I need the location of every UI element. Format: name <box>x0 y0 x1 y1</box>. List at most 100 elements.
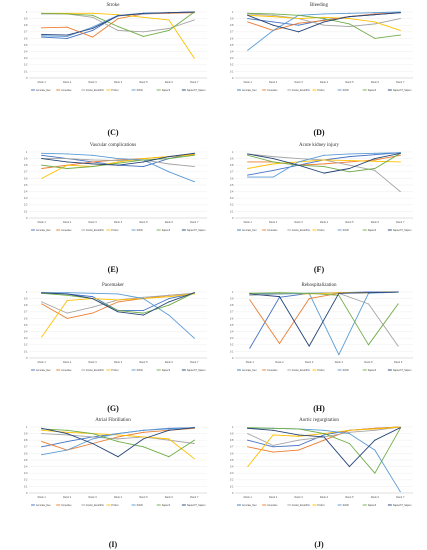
y-tick-label: 0.7 <box>24 30 28 34</box>
data-point <box>374 23 376 25</box>
legend-entry: Accurate_Neo <box>242 369 257 372</box>
data-point <box>168 301 170 303</box>
data-point <box>193 165 195 168</box>
data-point <box>168 163 170 165</box>
y-tick-label: 0.5 <box>230 183 234 187</box>
legend-entry: SapienXT_Sapien <box>393 505 412 507</box>
chart-panel-7: Aortic regurgitation 0 0.1 0.2 0.3 0.4 0.5 0.6 0… <box>221 415 417 519</box>
x-tick-label: Rank 4 <box>320 220 329 224</box>
legend-marker <box>57 504 59 506</box>
data-point <box>374 12 376 14</box>
x-tick-label: Rank 3 <box>88 495 97 499</box>
chart-panel-6: Atrial Fibrillation 0 0.1 0.2 0.3 0.4 0.5 0.6 0.… <box>15 415 211 519</box>
data-point <box>66 34 68 36</box>
legend-marker <box>339 229 341 231</box>
data-point <box>117 160 119 162</box>
y-tick-label: 0.6 <box>24 36 28 40</box>
legend-marker <box>288 504 290 506</box>
data-point <box>66 300 68 302</box>
legend-entry: Corevalve <box>61 369 72 372</box>
x-tick-label: Rank 6 <box>394 360 403 364</box>
x-tick-label: Rank 3 <box>88 360 97 364</box>
panel-caption: (J) <box>314 540 324 549</box>
y-tick-label: 0.8 <box>230 163 234 167</box>
data-point <box>272 176 274 178</box>
y-tick-label: 0.7 <box>230 170 234 174</box>
legend-entry: Corevalve <box>267 89 278 92</box>
y-tick-label: 0.6 <box>230 316 234 320</box>
legend-entry: Corevalve <box>61 229 72 232</box>
x-tick-label: Rank 3 <box>294 220 303 224</box>
y-tick-label: 0 <box>232 356 234 360</box>
panel-caption: (H) <box>313 404 325 413</box>
y-tick-label: 0.4 <box>24 465 28 469</box>
x-tick-label: Rank 6 <box>165 80 174 84</box>
y-tick-label: 0.7 <box>24 310 28 314</box>
y-tick-label: 1 <box>26 10 28 14</box>
data-point <box>142 446 144 448</box>
legend-marker <box>82 369 84 371</box>
legend-marker <box>158 504 160 506</box>
legend-marker <box>57 89 59 91</box>
y-tick-label: 0.1 <box>24 349 28 353</box>
legend-marker <box>313 504 315 506</box>
data-point <box>348 429 350 431</box>
y-tick-label: 0.7 <box>24 170 28 174</box>
data-point <box>92 161 94 163</box>
legend-entry: Sapien3 <box>162 90 171 92</box>
y-tick-label: 0.1 <box>230 69 234 73</box>
panel-caption: (D) <box>313 128 325 137</box>
legend-marker <box>263 504 265 506</box>
data-point <box>41 454 43 456</box>
data-point <box>272 444 274 447</box>
data-point <box>66 312 68 314</box>
data-point <box>247 12 249 14</box>
data-point <box>348 431 350 433</box>
y-tick-label: 0.6 <box>230 36 234 40</box>
legend-marker <box>183 369 185 371</box>
y-tick-label: 0.3 <box>230 196 234 200</box>
data-point <box>272 14 274 16</box>
y-tick-label: 0.7 <box>230 30 234 34</box>
y-tick-label: 0.1 <box>230 209 234 213</box>
panel-caption: (I) <box>108 540 118 549</box>
x-tick-label: Rank 1 <box>244 220 253 224</box>
data-point <box>249 299 251 301</box>
legend-entry: Evolut_EvolutPro <box>86 89 104 92</box>
data-point <box>348 18 350 20</box>
data-point <box>323 24 325 26</box>
legend-entry: SapienXT_Sapien <box>393 370 412 372</box>
y-tick-label: 0.8 <box>24 303 28 307</box>
data-point <box>66 433 68 435</box>
data-point <box>374 154 376 156</box>
data-point <box>142 309 144 312</box>
legend-entry: Portico <box>111 504 119 507</box>
y-tick-label: 0.5 <box>230 323 234 327</box>
data-point <box>374 21 376 23</box>
data-point <box>298 158 300 160</box>
y-tick-label: 0.8 <box>230 438 234 442</box>
x-tick-label: Rank 5 <box>364 360 373 364</box>
legend-entry: Accurate_Neo <box>36 504 51 507</box>
data-point <box>272 161 274 163</box>
data-point <box>92 163 94 165</box>
data-point <box>41 433 43 435</box>
data-point <box>193 154 195 156</box>
data-point <box>92 159 94 161</box>
data-point <box>142 12 144 14</box>
data-point <box>367 344 370 346</box>
y-tick-label: 0.4 <box>230 330 234 334</box>
legend-marker <box>263 89 265 91</box>
y-tick-label: 0.5 <box>24 43 28 47</box>
data-point <box>193 11 195 13</box>
data-point <box>193 57 195 59</box>
data-point <box>168 429 170 431</box>
data-point <box>92 154 94 156</box>
legend-entry: Sapien3 <box>162 505 171 507</box>
series-line-savr <box>249 291 399 356</box>
data-point <box>193 458 195 460</box>
data-point <box>193 292 195 294</box>
legend-entry: SAVR <box>343 89 349 92</box>
legend-entry: Sapien3 <box>368 505 377 507</box>
chart-title: Vascular complications <box>90 143 137 148</box>
